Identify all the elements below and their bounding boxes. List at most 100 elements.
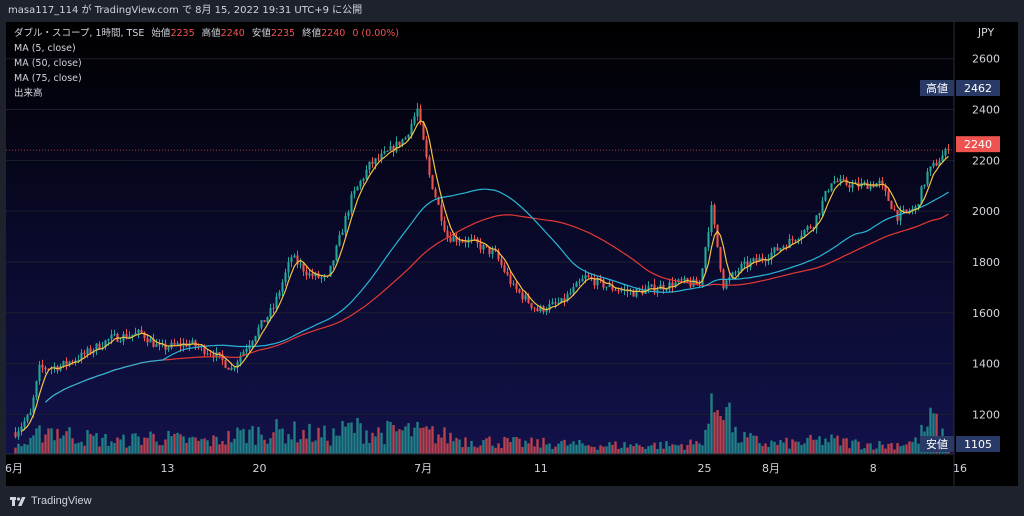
volume-bar xyxy=(680,444,683,454)
candle-body xyxy=(785,246,788,249)
candle-body xyxy=(146,338,149,343)
volume-bar xyxy=(764,443,767,454)
candle-body xyxy=(941,155,944,162)
price-tick-label: 1200 xyxy=(972,408,1000,421)
candle-body xyxy=(29,412,32,416)
volume-bar xyxy=(872,449,875,454)
volume-bar xyxy=(617,448,620,454)
candle xyxy=(341,228,344,236)
volume-bar xyxy=(629,444,632,454)
candle-body xyxy=(914,206,917,210)
volume-bar xyxy=(317,427,320,454)
candle-body xyxy=(77,359,80,361)
candle-body xyxy=(527,295,530,304)
candle-body xyxy=(296,255,299,265)
volume-bar xyxy=(461,447,464,454)
candle xyxy=(758,254,761,262)
candle-body xyxy=(266,316,269,323)
legend-open-value: 2235 xyxy=(170,28,194,39)
candle-body xyxy=(713,205,716,225)
volume-bar xyxy=(773,441,776,454)
volume-bar xyxy=(506,437,509,454)
candle xyxy=(851,180,854,193)
volume-bar xyxy=(302,429,305,454)
candle-body xyxy=(635,288,638,297)
volume-bar xyxy=(329,445,332,454)
candle xyxy=(365,165,368,181)
time-axis[interactable]: 6月 13 20 7月 11 25 8月 8 16 xyxy=(5,462,967,475)
candle-body xyxy=(254,336,257,342)
candle xyxy=(536,305,539,312)
candle xyxy=(482,242,485,254)
candle xyxy=(287,257,290,278)
candle xyxy=(251,339,254,349)
candle xyxy=(548,299,551,313)
candle-body xyxy=(740,263,743,271)
candle-body xyxy=(89,348,92,353)
candle xyxy=(296,250,299,269)
volume-bar xyxy=(671,444,674,454)
candle-body xyxy=(83,352,86,355)
price-tick-label: 2000 xyxy=(972,205,1000,218)
volume-bar xyxy=(842,438,845,454)
indicator-ma75[interactable]: MA (75, close) xyxy=(14,73,82,84)
candle-body xyxy=(86,348,89,355)
volume-bar xyxy=(809,434,812,454)
candle xyxy=(650,284,653,288)
candle xyxy=(455,232,458,246)
candle xyxy=(569,288,572,296)
volume-bar xyxy=(551,448,554,454)
indicator-ma50[interactable]: MA (50, close) xyxy=(14,58,82,69)
indicator-volume[interactable]: 出来高 xyxy=(14,87,43,99)
volume-bar xyxy=(77,442,80,454)
volume-bar xyxy=(512,437,515,454)
volume-bar xyxy=(113,442,116,454)
candle xyxy=(425,136,428,160)
price-chart[interactable]: 1200 1400 1600 1800 2000 2200 2400 2600 JPY 6月 1… xyxy=(5,22,1018,486)
volume-bar xyxy=(698,443,701,454)
chart-area[interactable]: 1200 1400 1600 1800 2000 2200 2400 2600 JPY 6月 1… xyxy=(5,22,1018,486)
candle-body xyxy=(779,248,782,251)
volume-bar xyxy=(293,421,296,454)
candle-body xyxy=(335,245,338,261)
volume-bar xyxy=(557,443,560,454)
volume-bar xyxy=(626,447,629,454)
candle-body xyxy=(557,302,560,304)
candle xyxy=(428,154,431,178)
volume-bar xyxy=(491,445,494,454)
volume-bar xyxy=(176,432,179,454)
candle xyxy=(929,166,932,177)
volume-bar xyxy=(758,443,761,454)
volume-bar xyxy=(32,435,35,454)
volume-bar xyxy=(581,443,584,454)
candle xyxy=(707,226,710,252)
legend-open-label: 始値 xyxy=(151,27,171,39)
volume-bar xyxy=(746,437,749,454)
candle-body xyxy=(260,320,263,328)
indicator-ma5[interactable]: MA (5, close) xyxy=(14,43,76,54)
candle xyxy=(86,346,89,359)
volume-bar xyxy=(146,437,149,454)
tradingview-logo[interactable]: TradingView xyxy=(10,495,92,507)
candle xyxy=(452,234,455,242)
candle-body xyxy=(17,431,20,437)
price-axis[interactable]: 1200 1400 1600 1800 2000 2200 2400 2600 xyxy=(972,53,1000,422)
volume-bar xyxy=(110,441,113,454)
candle-body xyxy=(395,141,398,152)
candle xyxy=(593,273,596,290)
candle-body xyxy=(794,239,797,241)
candle xyxy=(800,230,803,245)
high-marker-label-bg xyxy=(920,80,954,96)
candle-body xyxy=(98,343,101,350)
tradingview-logo-text: TradingView xyxy=(31,495,92,507)
candle xyxy=(773,247,776,257)
candle-body xyxy=(869,184,872,189)
candle xyxy=(293,253,296,258)
candle-body xyxy=(209,353,212,355)
candle-body xyxy=(797,239,800,241)
candle xyxy=(746,256,749,273)
candle xyxy=(869,181,872,192)
volume-bar xyxy=(812,439,815,454)
volume-bar xyxy=(602,446,605,454)
